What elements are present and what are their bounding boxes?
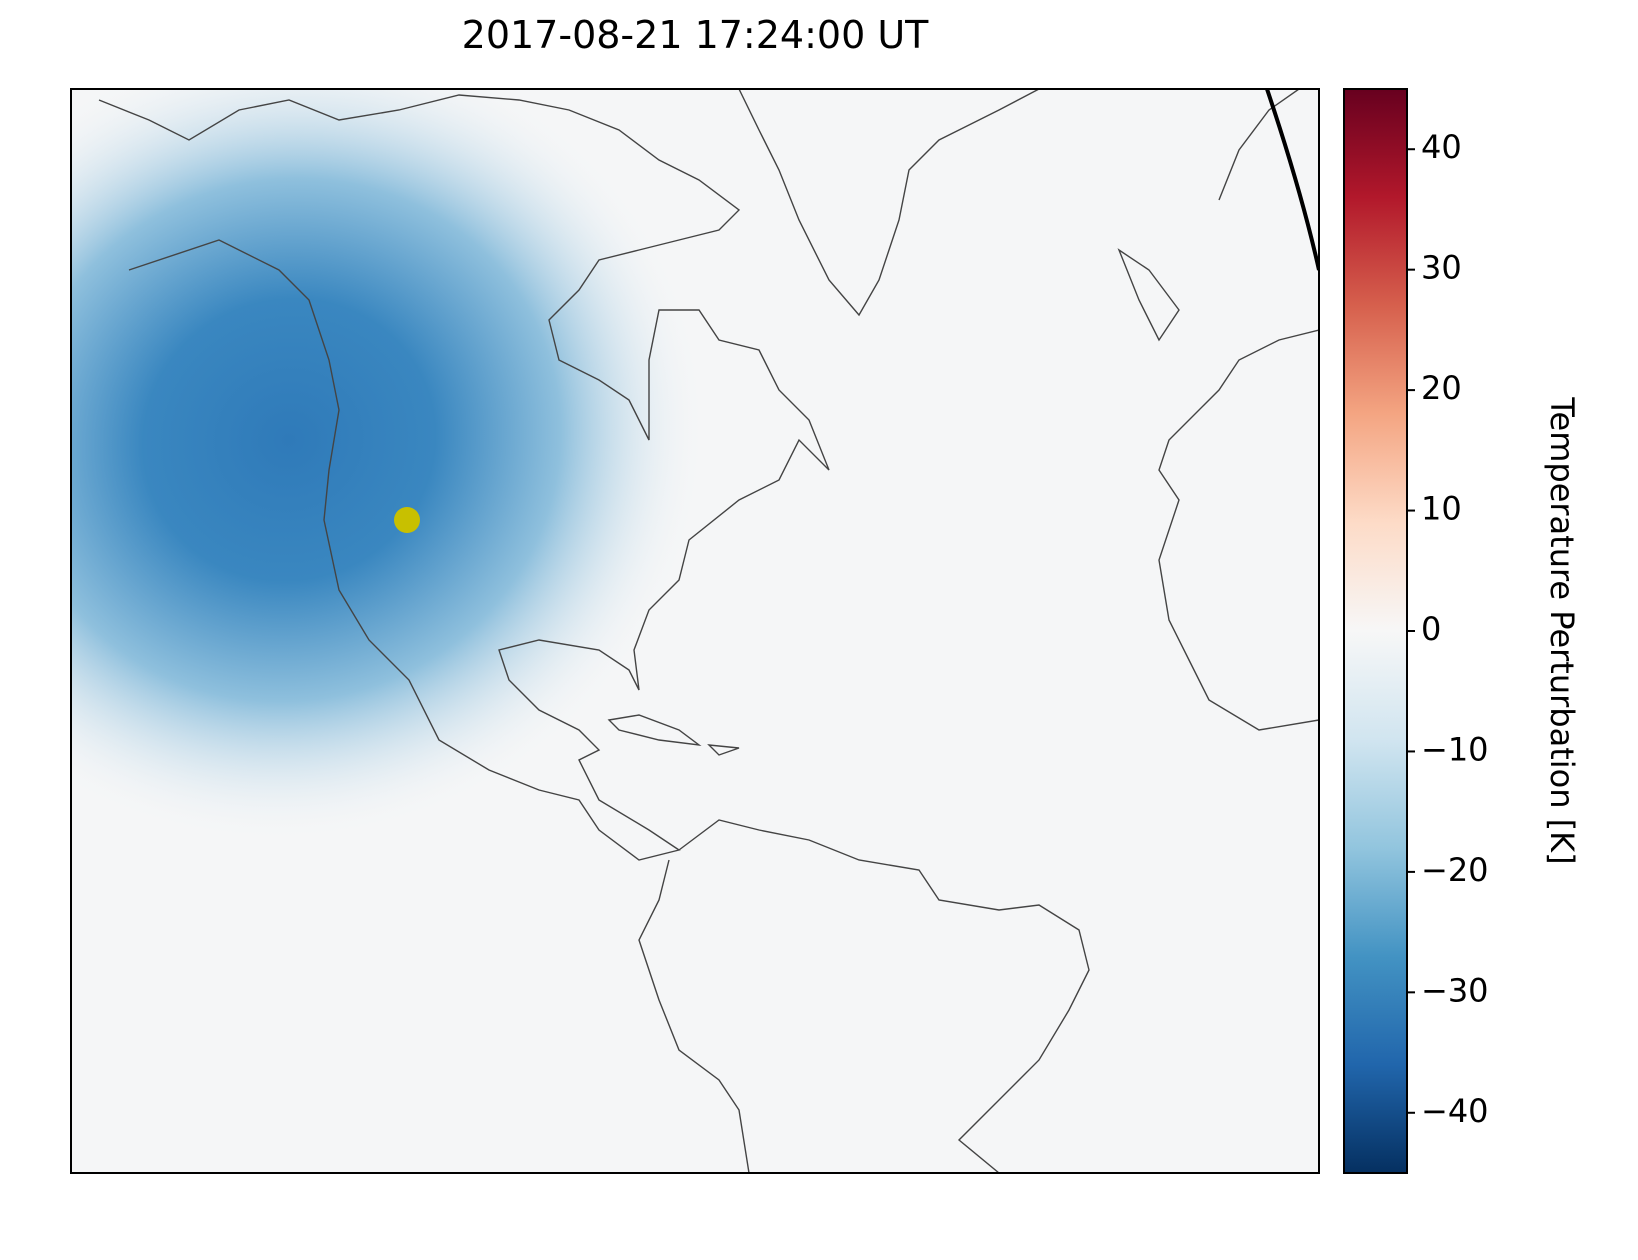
- colorbar-tick-label: 40: [1421, 128, 1462, 166]
- colorbar-tick-label: −40: [1421, 1092, 1489, 1130]
- colorbar-label: Temperature Perturbation [K]: [1543, 396, 1581, 864]
- coastline-south-america: [638, 819, 1090, 1173]
- colorbar: [1343, 88, 1408, 1174]
- colorbar-tick-label: −20: [1421, 851, 1489, 889]
- map: [71, 89, 1319, 1173]
- terminator-line: [1265, 89, 1319, 271]
- colorbar-tick-label: 30: [1421, 249, 1462, 287]
- colorbar-tick-label: −30: [1421, 971, 1489, 1009]
- location-marker: [394, 507, 420, 533]
- map-frame: [70, 88, 1320, 1174]
- coastline-north-america: [98, 94, 830, 861]
- colorbar-tick-label: 10: [1421, 490, 1462, 528]
- temperature-field: [71, 89, 707, 843]
- colorbar-tick-label: 20: [1421, 369, 1462, 407]
- coastline-europe-africa: [1117, 89, 1319, 731]
- chart-title: 2017-08-21 17:24:00 UT: [462, 13, 929, 57]
- colorbar-tick-label: −10: [1421, 730, 1489, 768]
- coastline-caribbean: [607, 714, 740, 756]
- coastline-greenland: [738, 89, 1040, 317]
- colorbar-tick-label: 0: [1421, 610, 1441, 648]
